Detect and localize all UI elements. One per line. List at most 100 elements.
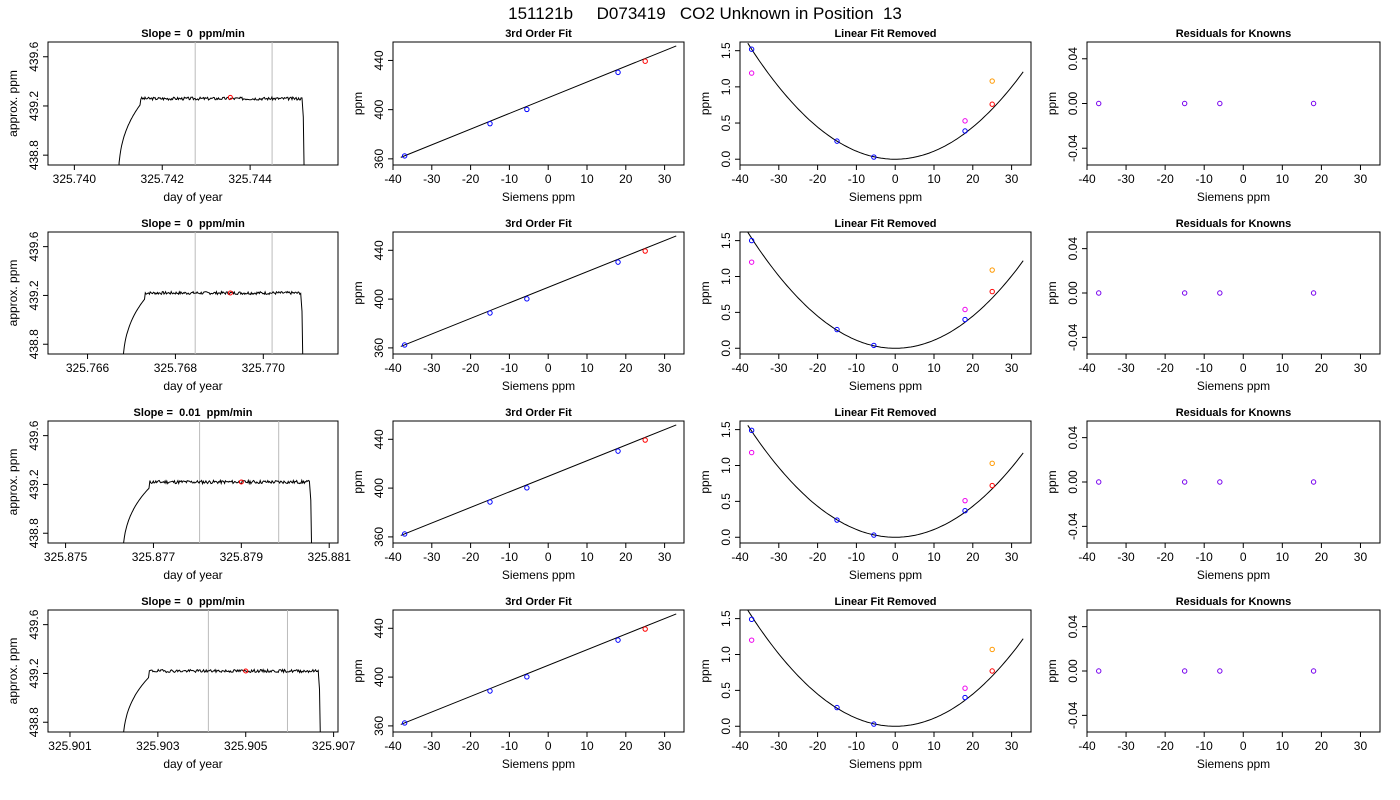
panel-3-1: 3rd Order Fit -40 -30 -20 -10 0 10 20 30 360 400 44…	[351, 596, 685, 771]
panel-2-0: Slope = 0.01 ppm/min 325.875 325.877 325.87…	[6, 407, 351, 582]
data-point	[487, 499, 493, 505]
y-axis-label: ppm	[351, 659, 365, 682]
x-tick-label: 325.881	[308, 550, 352, 564]
panel-3-3: Residuals for Knowns -40 -30 -20 -10 0 10 20 30 -…	[1045, 596, 1381, 771]
data-point	[748, 46, 755, 52]
y-tick-label: 438.8	[27, 140, 41, 170]
x-tick-label: 30	[1354, 172, 1368, 186]
x-tick-label: -40	[384, 550, 402, 564]
data-point	[748, 427, 755, 434]
x-tick-label: -40	[384, 172, 402, 186]
data-point	[834, 704, 840, 711]
data-point	[642, 437, 648, 443]
data-point	[989, 668, 995, 674]
y-tick-label: 0.00	[1066, 470, 1080, 494]
x-tick-label: -40	[1078, 550, 1096, 564]
data-point	[871, 342, 877, 349]
y-axis-label: ppm	[698, 659, 712, 682]
x-tick-label: -30	[770, 361, 788, 375]
data-point	[524, 106, 530, 113]
x-tick-label: -30	[770, 172, 788, 186]
x-tick-label: 20	[619, 739, 633, 753]
panel-1-2: Linear Fit Removed -40 -30 -20 -10 0 10 20 30 0.0…	[698, 218, 1032, 393]
y-tick-label: 400	[372, 667, 386, 687]
x-tick-label: 325.744	[228, 172, 272, 186]
y-tick-label: 1.0	[719, 646, 733, 663]
signal-trace	[122, 290, 304, 354]
x-axis-label: Siemens ppm	[849, 190, 922, 204]
data-point	[989, 482, 995, 489]
data-point	[962, 497, 968, 504]
x-tick-label: -20	[1156, 739, 1174, 753]
x-tick-label: -40	[731, 739, 749, 753]
x-axis-label: Siemens ppm	[849, 379, 922, 393]
panel-title: 3rd Order Fit	[505, 407, 572, 419]
plot-area	[123, 610, 321, 732]
x-axis-label: day of year	[163, 568, 222, 582]
panel-title: Residuals for Knowns	[1176, 407, 1292, 419]
x-tick-label: 10	[580, 361, 594, 375]
plot-area	[400, 45, 677, 159]
y-tick-label: 439.6	[27, 609, 41, 639]
x-tick-label: -10	[1196, 739, 1214, 753]
x-tick-label: 325.742	[141, 172, 185, 186]
x-tick-label: 20	[966, 361, 980, 375]
data-point	[401, 153, 408, 159]
x-tick-label: 10	[927, 739, 941, 753]
y-tick-label: 439.2	[27, 469, 41, 499]
plot-frame	[47, 41, 339, 166]
x-tick-label: 0	[1240, 550, 1247, 564]
data-point	[1181, 668, 1188, 674]
panel-title: Linear Fit Removed	[834, 218, 936, 230]
y-tick-label: 0.5	[719, 493, 733, 510]
signal-trace	[118, 95, 305, 165]
data-point	[962, 128, 968, 134]
x-tick-label: -20	[462, 361, 480, 375]
panel-title: Linear Fit Removed	[834, 596, 936, 608]
x-tick-label: 325.905	[224, 739, 268, 753]
data-point	[524, 485, 530, 491]
x-tick-label: 30	[658, 739, 672, 753]
panel-title: Slope = 0 ppm/min	[141, 28, 245, 40]
mean-point	[243, 668, 249, 674]
x-axis-label: Siemens ppm	[1197, 568, 1270, 582]
data-point	[487, 688, 493, 694]
data-point	[748, 237, 755, 244]
y-axis-label: approx. ppm	[6, 70, 20, 137]
plot-area	[1096, 100, 1317, 107]
y-axis-label: ppm	[1045, 281, 1059, 304]
x-tick-label: -10	[848, 739, 866, 753]
data-point	[989, 288, 995, 295]
x-tick-label: 20	[966, 550, 980, 564]
x-tick-label: 20	[1315, 361, 1329, 375]
x-tick-label: -20	[809, 361, 827, 375]
plot-area	[747, 232, 1024, 349]
data-point	[487, 120, 493, 127]
data-point	[1181, 479, 1188, 485]
data-point	[748, 449, 755, 456]
panel-title: Residuals for Knowns	[1176, 28, 1292, 40]
x-axis-label: day of year	[163, 757, 222, 771]
data-point	[401, 531, 408, 537]
fit-line	[400, 424, 677, 536]
x-tick-label: 30	[1005, 550, 1019, 564]
data-point	[962, 508, 968, 514]
plot-frame	[739, 609, 1032, 733]
data-point	[1310, 668, 1317, 674]
plot-area	[118, 42, 305, 165]
x-tick-label: -10	[848, 172, 866, 186]
y-tick-label: -0.04	[1066, 512, 1080, 540]
data-point	[1096, 479, 1102, 485]
panel-title: Residuals for Knowns	[1176, 596, 1292, 608]
x-tick-label: 20	[619, 550, 633, 564]
y-tick-label: 440	[372, 50, 386, 70]
fit-curve	[747, 610, 1024, 727]
x-tick-label: -30	[1117, 550, 1135, 564]
data-point	[1181, 100, 1188, 107]
data-point	[401, 720, 408, 726]
x-tick-label: -10	[1196, 550, 1214, 564]
data-point	[834, 326, 840, 333]
y-tick-label: 0.00	[1066, 659, 1080, 683]
x-tick-label: -10	[1196, 172, 1214, 186]
y-tick-label: 1.5	[719, 42, 733, 59]
